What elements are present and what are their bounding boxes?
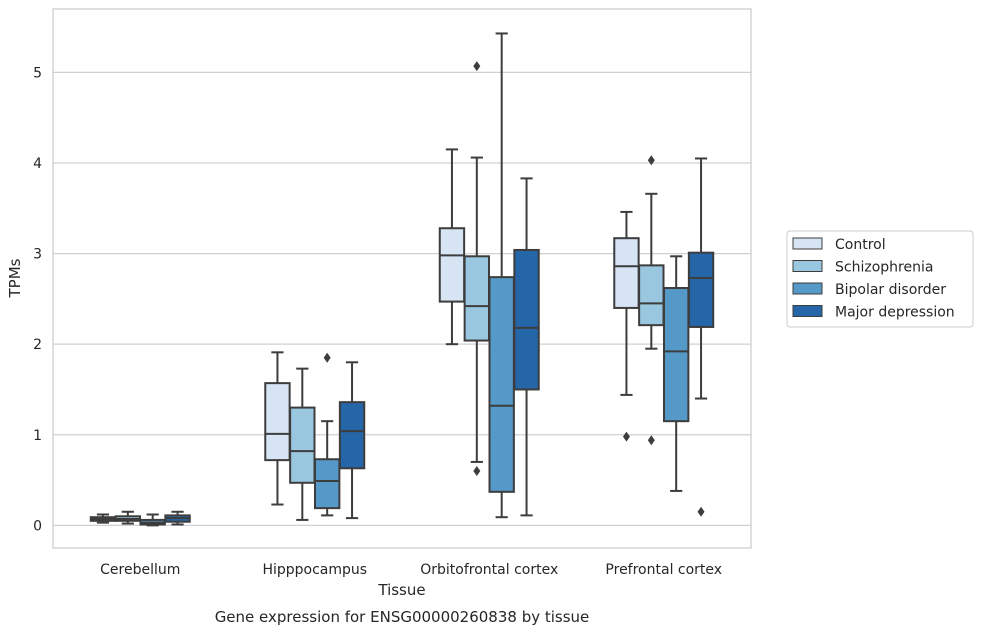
box-body	[289, 406, 316, 484]
legend-entry: Control	[835, 237, 886, 253]
y-tick-labels: 0 1 2 3 4 5	[33, 65, 42, 534]
legend-frame	[786, 230, 974, 328]
x-tick-label: Hipppocampus	[262, 562, 367, 578]
box-body	[338, 401, 366, 470]
legend-entry: Schizophrenia	[835, 260, 933, 276]
box-schizophrenia	[289, 367, 316, 521]
legend-swatch	[792, 305, 823, 317]
box-body	[264, 382, 291, 462]
plot-frame	[52, 8, 752, 549]
box-major-depression	[164, 510, 191, 526]
legend: Control Schizophrenia Bipolar disorder Majo…	[786, 230, 974, 328]
legend-entry: Major depression	[835, 305, 955, 321]
outlier-point	[647, 155, 655, 166]
box-body	[313, 458, 341, 510]
outlier-point	[323, 352, 331, 363]
box-schizophrenia	[114, 510, 142, 525]
x-tick-label: Orbitofrontal cortex	[420, 562, 558, 578]
box-major-depression	[513, 177, 540, 517]
box-body	[638, 264, 665, 327]
outlier-point	[473, 466, 481, 476]
y-tick-label: 0	[33, 518, 42, 534]
outlier-point	[647, 435, 655, 446]
box-bipolar-disorder	[139, 513, 166, 527]
y-tick-label: 1	[33, 428, 42, 444]
box-body	[463, 255, 491, 342]
x-tick-labels: Cerebellum Hipppocampus Orbitofrontal cort…	[100, 562, 722, 578]
y-tick-label: 3	[33, 247, 42, 263]
box-major-depression	[338, 361, 366, 520]
outlier-point	[473, 61, 481, 72]
box-body	[613, 237, 640, 309]
boxes	[89, 32, 715, 527]
outlier-point	[622, 431, 630, 442]
box-major-depression	[687, 157, 715, 517]
legend-swatch	[792, 282, 823, 295]
box-body	[513, 248, 540, 391]
y-tick-label: 5	[33, 65, 42, 81]
legend-swatch	[792, 237, 823, 250]
box-body	[438, 227, 466, 303]
y-tick-label: 2	[33, 337, 42, 353]
y-tick-label: 4	[33, 156, 42, 172]
figure-caption: Gene expression for ENSG00000260838 by t…	[215, 608, 590, 626]
outlier-point	[697, 506, 705, 517]
box-schizophrenia	[638, 155, 665, 446]
box-body	[662, 287, 690, 423]
box-bipolar-disorder	[662, 255, 690, 492]
box-body	[488, 276, 515, 493]
box-control	[613, 210, 640, 442]
y-axis-label: TPMs	[6, 258, 24, 298]
box-body	[687, 251, 715, 328]
x-axis-label: Tissue	[377, 581, 425, 599]
x-tick-label: Cerebellum	[100, 562, 180, 578]
legend-swatch	[792, 260, 823, 272]
x-tick-label: Prefrontal cortex	[605, 562, 722, 578]
box-bipolar-disorder	[313, 352, 341, 517]
legend-entry: Bipolar disorder	[835, 282, 946, 298]
grid-lines	[53, 71, 751, 526]
